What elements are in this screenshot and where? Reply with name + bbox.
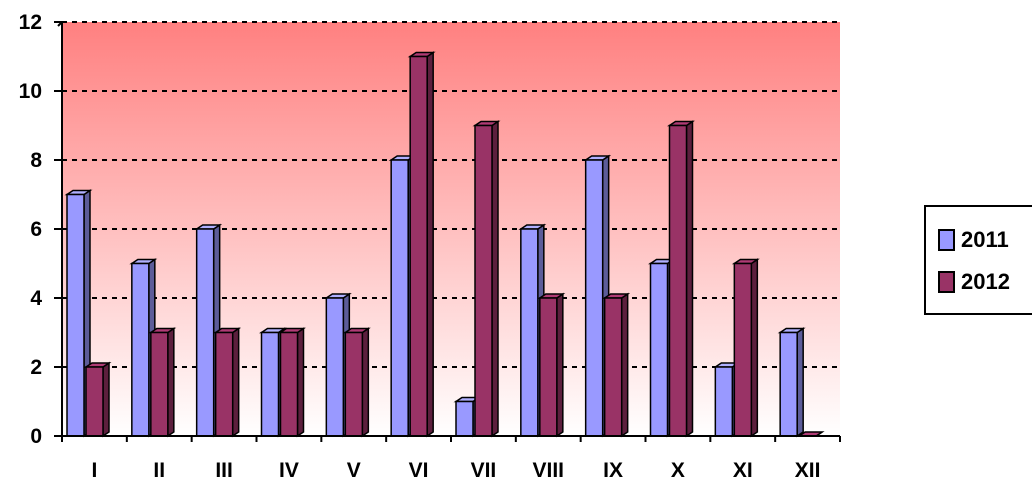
x-tick-label-XI: XI [733, 459, 753, 482]
x-tick-label-XII: XII [795, 459, 821, 482]
bar-2012-XI [731, 258, 760, 438]
plot-area [62, 22, 840, 436]
bar-2012-IV [278, 327, 306, 438]
bar-2011-XII [777, 327, 806, 438]
y-tick-label-4: 4 [30, 287, 42, 310]
x-tick-label-V: V [347, 459, 361, 482]
x-tick-label-X: X [671, 459, 685, 482]
bar-2012-X [667, 120, 695, 438]
bar-2012-IX [602, 292, 631, 438]
x-tick-label-VII: VII [471, 459, 497, 482]
y-tick-label-8: 8 [30, 149, 42, 172]
legend-swatch-2012 [938, 271, 955, 293]
x-tick-label-VI: VI [409, 459, 429, 482]
y-tick-label-10: 10 [19, 80, 42, 103]
legend-label-2012: 2012 [961, 269, 1010, 294]
x-tick-label-II: II [153, 459, 165, 482]
bar-2012-VII [472, 120, 501, 438]
legend-item-2012: 2012 [938, 269, 1010, 295]
legend: 2011 2012 [924, 205, 1032, 315]
axes [54, 21, 841, 442]
legend-item-2011: 2011 [938, 227, 1009, 253]
y-tick-label-2: 2 [30, 356, 42, 379]
x-tick-label-IX: IX [603, 459, 623, 482]
bar-2012-II [148, 327, 177, 438]
y-tick-label-12: 12 [19, 11, 42, 34]
bar-2012-V [342, 327, 371, 438]
bar-2012-VIII [537, 292, 566, 438]
bar-2012-III [213, 327, 242, 438]
bar-2012-VI [407, 51, 436, 438]
bar-2012-I [83, 361, 112, 438]
y-tick-label-6: 6 [30, 218, 42, 241]
y-tick-label-0: 0 [30, 425, 42, 448]
legend-label-2011: 2011 [961, 227, 1009, 252]
x-tick-label-I: I [91, 459, 97, 482]
x-tick-label-III: III [215, 459, 233, 482]
x-tick-label-VIII: VIII [532, 459, 564, 482]
x-tick-label-IV: IV [279, 459, 299, 482]
legend-swatch-2011 [938, 229, 955, 251]
